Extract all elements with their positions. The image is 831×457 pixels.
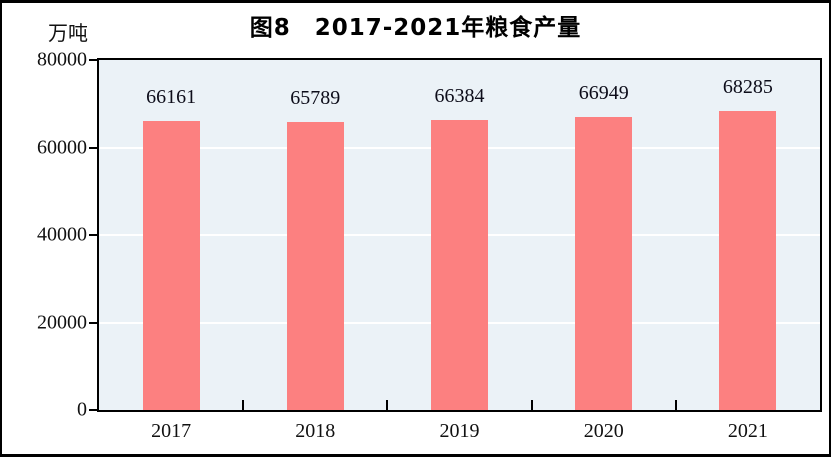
x-axis-label-2021: 2021 [727, 420, 768, 442]
bar-value-label-2020: 66949 [578, 82, 629, 105]
x-axis-label-2017: 2017 [151, 420, 192, 442]
y-axis-tick-20000 [89, 321, 97, 324]
x-axis-tick [530, 400, 533, 410]
bar-2019 [431, 119, 488, 410]
x-axis-label-2018: 2018 [295, 420, 336, 442]
bar-value-label-2017: 66161 [146, 85, 197, 108]
y-axis-label-80000: 80000 [37, 48, 87, 71]
y-axis-tick-40000 [89, 234, 97, 236]
bar-value-label-2018: 65789 [290, 87, 341, 110]
bar-2017 [142, 120, 200, 410]
y-axis-tick-0 [89, 409, 97, 411]
y-axis-tick-60000 [89, 146, 97, 149]
chart-title: 图8 2017-2021年粮食产量 [249, 15, 582, 41]
y-axis-tick-80000 [89, 59, 97, 61]
y-axis-label-60000: 60000 [37, 136, 87, 158]
bar-2021 [719, 111, 777, 410]
bar-2020 [575, 117, 633, 410]
y-axis-label-20000: 20000 [37, 311, 87, 333]
bar-value-label-2021: 68285 [722, 76, 773, 99]
y-axis-label-40000: 40000 [37, 223, 87, 246]
x-axis-tick [386, 400, 389, 410]
y-axis-unit-label: 万吨 [48, 23, 88, 45]
x-axis-label-2020: 2020 [583, 420, 624, 442]
bar-value-label-2019: 66384 [434, 84, 485, 107]
x-axis-tick [242, 400, 245, 410]
bar-2018 [286, 122, 344, 410]
x-axis-tick [674, 400, 677, 410]
x-axis-label-2019: 2019 [439, 420, 480, 442]
y-axis-label-0: 0 [77, 398, 87, 421]
plot-area: 66161 65789 66384 66949 68285 [97, 58, 822, 412]
